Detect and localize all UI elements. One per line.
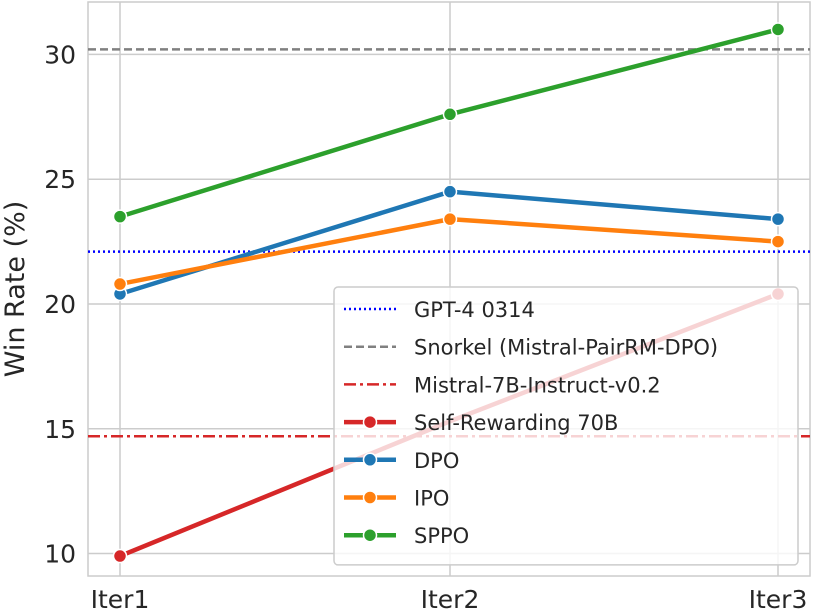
x-tick-label: Iter2 bbox=[421, 585, 480, 612]
data-point bbox=[112, 276, 128, 292]
legend-marker bbox=[362, 490, 378, 505]
x-tick-label: Iter3 bbox=[749, 585, 808, 612]
y-tick-label: 20 bbox=[44, 290, 76, 319]
y-axis-label: Win Rate (%) bbox=[0, 201, 31, 378]
legend-label: DPO bbox=[414, 449, 459, 473]
legend-marker bbox=[362, 452, 378, 468]
legend-label: IPO bbox=[414, 487, 449, 511]
legend: GPT-4 0314 Snorkel (Mistral-PairRM-DPO) Mi… bbox=[333, 286, 799, 566]
legend-label: Self-Rewarding 70B bbox=[414, 411, 618, 435]
legend-marker bbox=[362, 527, 378, 543]
data-point bbox=[442, 107, 458, 122]
y-tick-label: 10 bbox=[44, 540, 76, 569]
legend-marker bbox=[362, 414, 378, 430]
legend-label: Mistral-7B-Instruct-v0.2 bbox=[414, 373, 661, 397]
data-point bbox=[442, 211, 458, 227]
data-point bbox=[770, 211, 786, 227]
data-point bbox=[770, 22, 786, 37]
data-point bbox=[112, 548, 128, 564]
data-point bbox=[442, 184, 458, 199]
tick-labels: 10 15 20 25 30 Iter1 Iter2 Iter3 bbox=[44, 40, 807, 612]
legend-box bbox=[333, 286, 799, 566]
data-point bbox=[112, 209, 128, 224]
legend-label: SPPO bbox=[414, 524, 469, 548]
y-tick-label: 15 bbox=[44, 415, 76, 444]
legend-label: GPT-4 0314 bbox=[414, 298, 535, 322]
x-tick-label: Iter1 bbox=[91, 585, 150, 612]
y-tick-label: 25 bbox=[44, 165, 76, 194]
legend-label: Snorkel (Mistral-PairRM-DPO) bbox=[414, 336, 718, 360]
y-tick-label: 30 bbox=[44, 40, 76, 69]
data-point bbox=[770, 234, 786, 249]
